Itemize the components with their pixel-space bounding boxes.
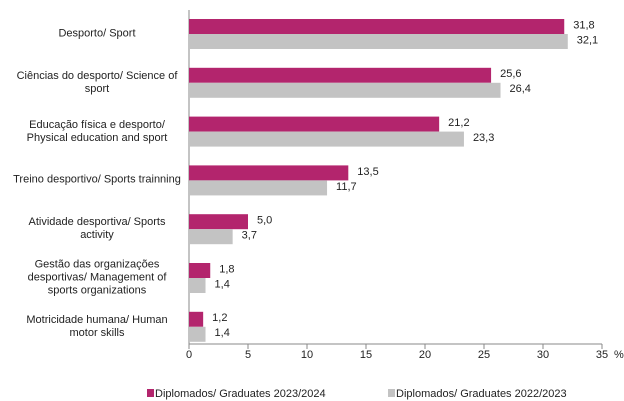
value-label: 1,8 (219, 263, 234, 275)
legend-label: Diplomados/ Graduates 2023/2024 (155, 388, 326, 400)
category-label: Educação física e desporto/ Physical edu… (26, 118, 168, 144)
value-label: 13,5 (357, 166, 378, 178)
value-label: 26,4 (510, 83, 531, 95)
bar (189, 19, 565, 34)
category-label: Desporto/ Sport (58, 27, 136, 40)
bar (189, 214, 248, 230)
value-label: 5,0 (257, 215, 272, 227)
bar (189, 34, 568, 49)
value-label: 1,4 (215, 278, 230, 290)
value-label: 1,2 (212, 312, 227, 324)
category-label: Atividade desportiva/ Sports activity (28, 216, 166, 242)
bar (189, 263, 211, 278)
x-tick-label: 0 (186, 349, 192, 361)
legend-label: Diplomados/ Graduates 2022/2023 (396, 388, 567, 400)
bar (189, 311, 204, 327)
value-label: 31,8 (573, 19, 594, 31)
x-tick-label: 20 (419, 349, 431, 361)
bar (189, 116, 440, 132)
legend-swatch (388, 389, 395, 397)
value-label: 1,4 (215, 327, 230, 339)
value-label: 32,1 (577, 34, 598, 46)
value-label: 23,3 (473, 132, 494, 144)
bar (189, 229, 233, 245)
bar (189, 326, 206, 342)
value-label: 11,7 (336, 181, 357, 193)
bar (189, 278, 206, 293)
bar (189, 82, 501, 98)
value-label: 25,6 (500, 68, 521, 80)
value-label: 3,7 (242, 230, 257, 242)
x-tick-label: 35 (596, 349, 608, 361)
x-tick-label: 5 (245, 349, 251, 361)
bar (189, 165, 349, 181)
bar (189, 131, 464, 147)
bar (189, 180, 328, 196)
category-label: Gestão das organizações desportivas/ Man… (27, 258, 167, 297)
category-label: Treino desportivo/ Sports trainning (13, 173, 181, 186)
x-tick-label: 10 (301, 349, 313, 361)
x-tick-label: 30 (537, 349, 549, 361)
x-tick-label: 15 (360, 349, 372, 361)
x-axis-label: % (614, 349, 624, 361)
legend-swatch (147, 389, 154, 397)
category-label: Ciências do desporto/ Science of sport (16, 69, 178, 95)
x-tick-label: 25 (478, 349, 490, 361)
category-label: Motricidade humana/ Human motor skills (26, 313, 168, 339)
value-label: 21,2 (448, 117, 469, 129)
bar (189, 67, 492, 83)
